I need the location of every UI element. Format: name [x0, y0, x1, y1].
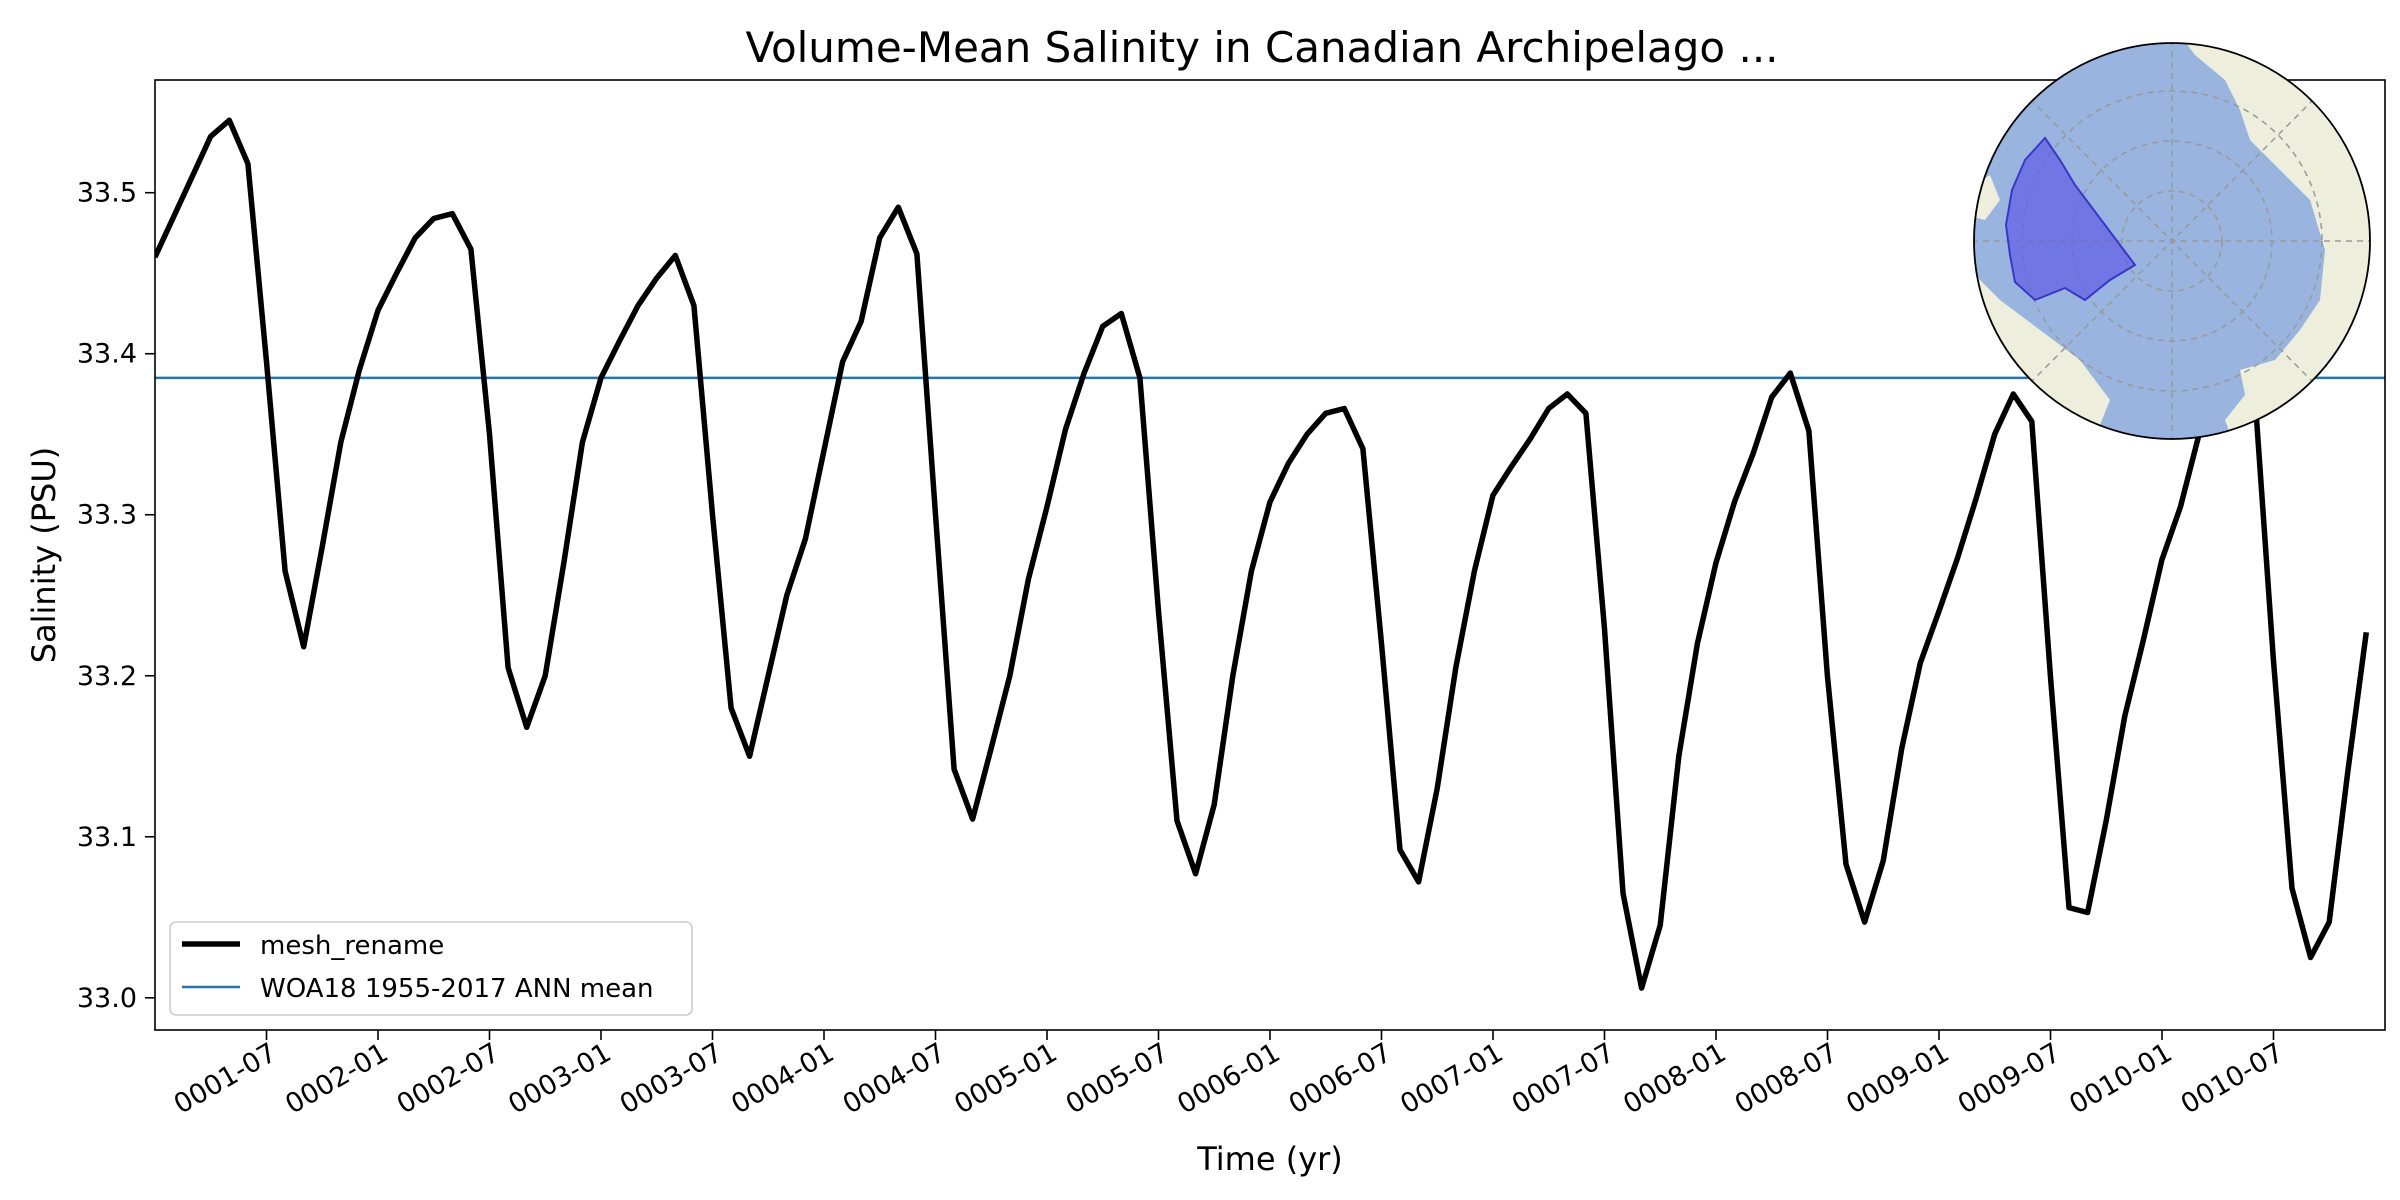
x-tick-label: 0005-07 [1061, 1037, 1174, 1120]
x-tick-label: 0002-01 [280, 1037, 393, 1120]
y-tick-label: 33.2 [77, 661, 137, 692]
x-axis-ticks: 0001-070002-010002-070003-010003-070004-… [169, 1030, 2289, 1120]
x-tick-label: 0008-07 [1730, 1037, 1843, 1120]
region-inset-map [1973, 42, 2371, 440]
x-tick-label: 0004-01 [726, 1037, 839, 1120]
x-tick-label: 0007-07 [1507, 1037, 1620, 1120]
canadian-archipelago-region [2004, 136, 2137, 302]
x-tick-label: 0010-07 [2176, 1037, 2289, 1120]
y-tick-label: 33.4 [77, 339, 137, 370]
y-tick-label: 33.1 [77, 822, 137, 853]
x-tick-label: 0009-01 [1841, 1037, 1954, 1120]
x-axis-label: Time (yr) [1196, 1140, 1343, 1178]
land-mass-island [1974, 175, 2000, 220]
legend-label-woa18: WOA18 1955-2017 ANN mean [260, 974, 654, 1004]
y-tick-label: 33.5 [77, 178, 137, 209]
x-tick-label: 0004-07 [838, 1037, 951, 1120]
x-tick-label: 0006-07 [1284, 1037, 1397, 1120]
y-axis-ticks: 33.0 33.1 33.2 33.3 33.4 33.5 [77, 178, 155, 1014]
legend: mesh_rename WOA18 1955-2017 ANN mean [169, 921, 693, 1016]
x-tick-label: 0003-01 [503, 1037, 616, 1120]
y-tick-label: 33.0 [77, 983, 137, 1014]
y-tick-label: 33.3 [77, 500, 137, 531]
mesh-rename-series-line [155, 117, 2370, 991]
x-tick-label: 0010-01 [2064, 1037, 2177, 1120]
y-axis-label: Salinity (PSU) [25, 447, 63, 664]
x-tick-label: 0002-07 [392, 1037, 505, 1120]
x-tick-label: 0008-01 [1618, 1037, 1731, 1120]
x-tick-label: 0001-07 [169, 1037, 282, 1120]
x-tick-label: 0005-01 [949, 1037, 1062, 1120]
x-tick-label: 0009-07 [1953, 1037, 2066, 1120]
x-tick-label: 0006-01 [1172, 1037, 1285, 1120]
chart-title: Volume-Mean Salinity in Canadian Archipe… [745, 23, 1778, 72]
x-tick-label: 0003-07 [615, 1037, 728, 1120]
legend-label-mesh-rename: mesh_rename [260, 931, 444, 961]
x-tick-label: 0007-01 [1395, 1037, 1508, 1120]
